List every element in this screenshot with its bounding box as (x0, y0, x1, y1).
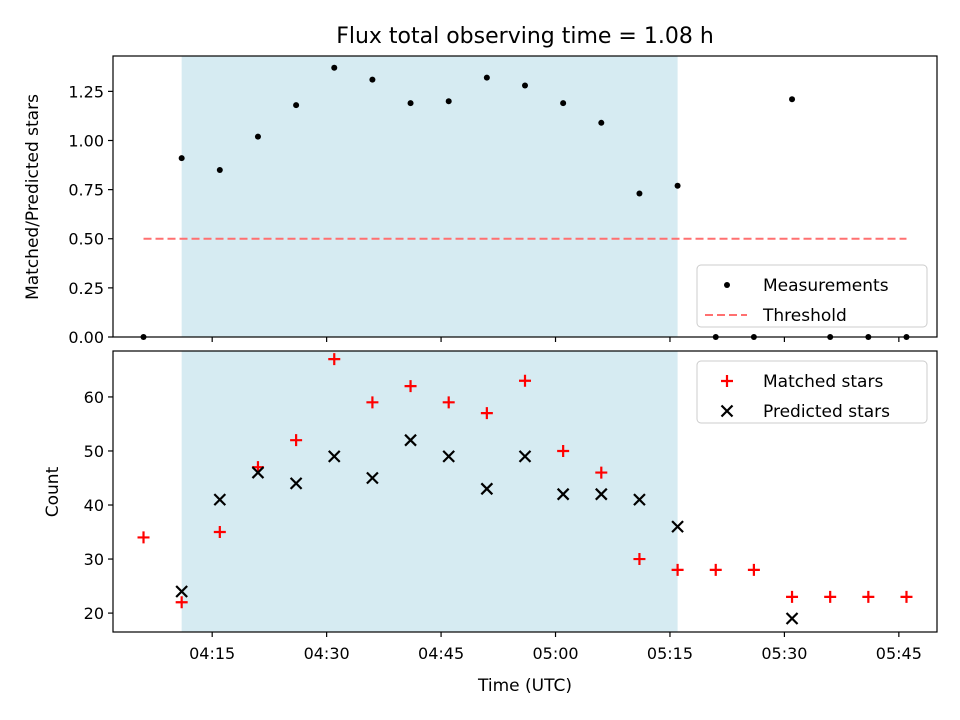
bottom-panel: 20 30 40 50 60 04:15 04:30 04:45 05:00 05:15 05:30… (84, 350, 938, 663)
bottom-matched-stars-point (290, 434, 303, 447)
bottom-predicted-stars-point (289, 477, 303, 490)
bottom-matched-stars-point (175, 596, 188, 609)
bottom-matched-stars-point (328, 353, 341, 366)
bottom-x-tick-label: 04:45 (418, 644, 464, 663)
bottom-predicted-stars-point (595, 487, 608, 501)
bottom-predicted-stars-point (442, 450, 455, 463)
bottom-x-tick-label: 04:15 (189, 644, 235, 663)
top-measurements-point (293, 102, 300, 109)
bottom-x-tick-label: 05:15 (647, 644, 693, 663)
top-measurements-point (636, 190, 643, 197)
bottom-axes-frame (112, 350, 938, 633)
top-legend-box (696, 264, 928, 328)
bottom-matched-stars-point (709, 563, 722, 576)
bottom-legend-predicted-stars-swatch (720, 404, 734, 418)
bottom-matched-stars-point (824, 590, 837, 603)
x-axis-label: Time (UTC) (477, 676, 572, 696)
top-measurements-point (483, 74, 490, 81)
bottom-predicted-stars-point (213, 493, 227, 506)
bottom-y-tick-label: 50 (84, 442, 104, 461)
bottom-predicted-stars-point (175, 585, 188, 598)
top-measurements-point (560, 100, 567, 107)
top-measurements-point (598, 119, 605, 126)
bottom-x-tick-label: 05:00 (532, 644, 578, 663)
top-shaded-region (181, 56, 678, 337)
bottom-x-tick-label: 05:30 (761, 644, 807, 663)
bottom-shaded-region (181, 351, 678, 632)
bottom-matched-stars-point (671, 563, 684, 576)
bottom-matched-stars-point (404, 380, 417, 393)
bottom-predicted-stars-point (480, 482, 494, 496)
bottom-matched-stars-point (862, 590, 875, 603)
top-legend-measurements-label: Measurements (763, 276, 889, 296)
top-y-tick-label: 1.25 (68, 82, 104, 101)
bottom-matched-stars-point (633, 553, 646, 566)
bottom-matched-stars-point (747, 563, 760, 576)
bottom-legend-predicted-stars-label: Predicted stars (763, 402, 890, 422)
bottom-y-axis-label: Count (43, 466, 63, 517)
top-axes-frame (112, 55, 938, 338)
bottom-matched-stars-point (366, 396, 379, 409)
top-panel: 0.00 0.25 0.50 0.75 1.00 1.25 Measurements Thre… (68, 55, 938, 347)
bottom-predicted-stars-point (785, 612, 799, 625)
top-measurements-point (331, 64, 338, 71)
bottom-predicted-stars-point (671, 520, 684, 533)
bottom-y-tick-label: 30 (84, 550, 104, 569)
top-measurements-point (254, 133, 261, 140)
bottom-matched-stars-point (480, 407, 493, 420)
bottom-predicted-stars-point (404, 433, 417, 447)
bottom-matched-stars-point (137, 531, 150, 544)
bottom-predicted-stars-point (327, 450, 341, 463)
top-y-axis-label: Matched/Predicted stars (23, 94, 43, 300)
bottom-predicted-stars-point (633, 493, 646, 506)
top-measurements-point (445, 98, 452, 105)
top-measurements-point (407, 100, 414, 107)
bottom-matched-stars-point (595, 466, 608, 479)
top-legend-threshold-label: Threshold (762, 306, 847, 326)
top-legend-measurements-swatch (724, 282, 730, 288)
top-y-tick-label: 0.50 (68, 230, 104, 249)
chart-title: Flux total observing time = 1.08 h (336, 24, 714, 49)
bottom-matched-stars-point (442, 396, 455, 409)
top-measurements-point (789, 96, 796, 103)
top-y-tick-label: 0.00 (68, 328, 104, 347)
bottom-matched-stars-point (213, 526, 226, 539)
bottom-matched-stars-point (557, 444, 570, 457)
bottom-legend-box (696, 360, 928, 424)
bottom-matched-stars-point (519, 374, 531, 387)
bottom-y-tick-label: 20 (84, 604, 104, 623)
top-measurements-point (178, 155, 185, 162)
top-y-tick-label: 1.00 (68, 131, 104, 150)
bottom-legend-matched-stars-label: Matched stars (763, 372, 883, 392)
top-measurements-point (674, 182, 681, 189)
bottom-y-tick-label: 60 (84, 388, 104, 407)
bottom-y-tick-label: 40 (84, 496, 104, 515)
bottom-predicted-stars-point (366, 471, 379, 485)
bottom-x-tick-label: 05:45 (876, 644, 922, 663)
bottom-matched-stars-point (900, 590, 913, 603)
bottom-matched-stars-point (786, 590, 799, 603)
top-measurements-point (369, 76, 376, 83)
top-y-tick-label: 0.25 (68, 279, 104, 298)
bottom-predicted-stars-point (518, 450, 532, 463)
bottom-x-tick-label: 04:30 (304, 644, 350, 663)
bottom-predicted-stars-point (251, 466, 265, 479)
bottom-legend-matched-stars-swatch (721, 375, 733, 387)
top-y-tick-label: 0.75 (68, 181, 104, 200)
top-measurements-point (216, 166, 223, 173)
bottom-predicted-stars-point (556, 487, 570, 501)
top-measurements-point (522, 82, 528, 89)
